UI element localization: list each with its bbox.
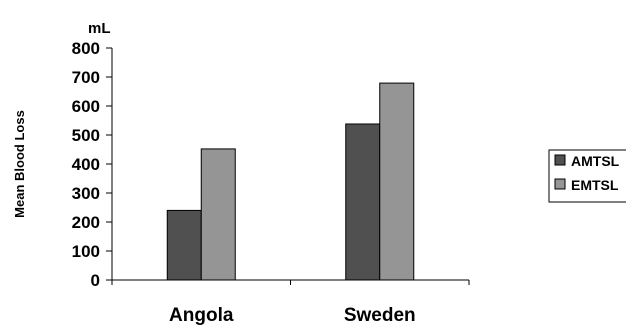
- bar-emtsl-angola: [200, 148, 236, 281]
- y-tick-label: 200: [72, 213, 100, 232]
- x-axis-categories: Angola Sweden: [111, 280, 470, 326]
- legend-swatch-emtsl: [554, 178, 566, 190]
- bar-emtsl-sweden: [379, 82, 415, 281]
- bars: [166, 82, 415, 281]
- y-tick-label: 400: [72, 155, 100, 174]
- y-tick-label: 100: [72, 242, 100, 261]
- x-category-label: Angola: [169, 305, 234, 326]
- legend: AMTSL EMTSL: [548, 149, 626, 203]
- unit-label: mL: [88, 20, 111, 37]
- axes: [111, 48, 469, 281]
- legend-box: [548, 149, 626, 203]
- y-tick-label: 500: [72, 126, 100, 145]
- y-tick-label: 800: [72, 39, 100, 58]
- bar-amtsl-angola: [166, 209, 202, 281]
- bar-amtsl-sweden: [345, 123, 381, 281]
- y-axis-title: Mean Blood Loss: [12, 110, 27, 218]
- y-tick-label: 0: [91, 271, 100, 290]
- legend-swatch-amtsl: [554, 154, 566, 166]
- legend-label-amtsl: AMTSL: [571, 153, 620, 169]
- y-tick-label: 600: [72, 97, 100, 116]
- legend-label-emtsl: EMTSL: [571, 177, 619, 193]
- x-category-label: Sweden: [344, 305, 416, 326]
- y-tick-label: 300: [72, 184, 100, 203]
- y-tick-label: 700: [72, 68, 100, 87]
- y-axis-ticks: 0 100 200 300 400 500 600 700 800: [72, 39, 112, 290]
